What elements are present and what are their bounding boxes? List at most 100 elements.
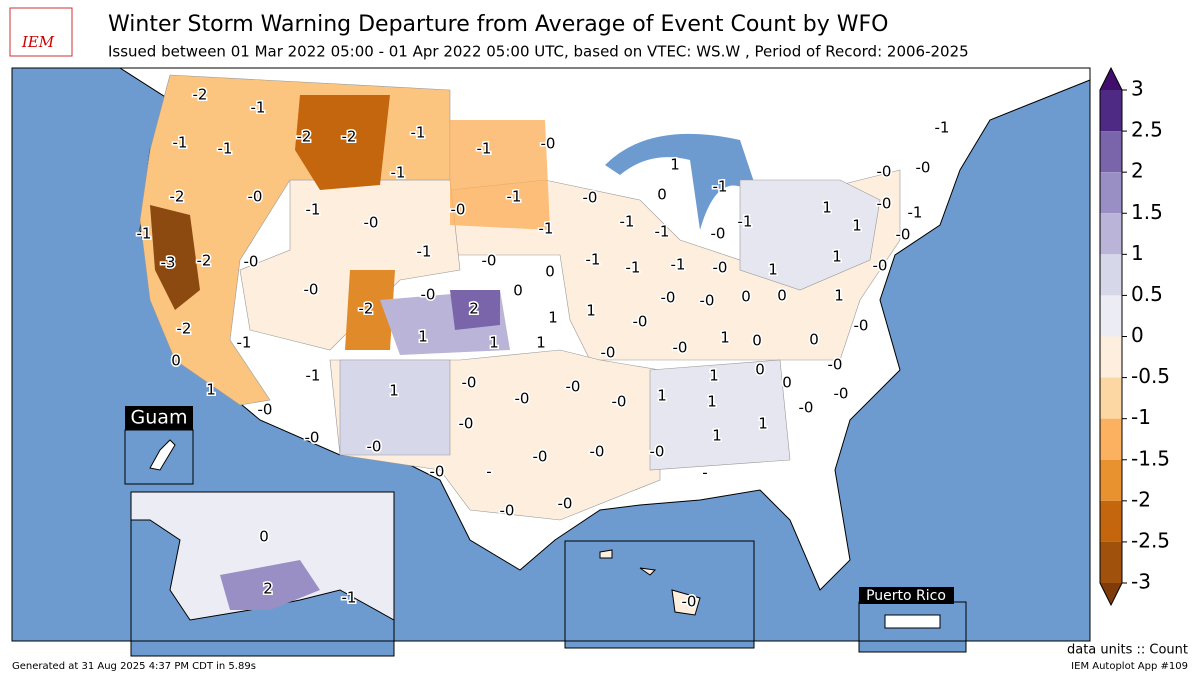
colorbar-tick-label: -1 [1131,405,1151,429]
wfo-value: -1 [306,367,321,385]
wfo-value: -0 [248,188,263,206]
wfo-value: -0 [462,374,477,392]
wfo-value: -1 [477,140,492,158]
units-note: data units :: Count [1067,643,1188,658]
generated-note: Generated at 31 Aug 2025 4:37 PM CDT in … [12,661,256,672]
wfo-value: -1 [626,259,641,277]
alaska-land [130,491,395,621]
wfo-value: -0 [430,463,445,481]
wfo-value: - [486,463,491,481]
wfo-value: -1 [251,99,266,117]
wfo-value: -0 [258,401,273,419]
wfo-value: 1 [822,199,832,217]
wfo-value: -1 [655,223,670,241]
wfo-value: 1 [206,381,216,399]
alaska-south [220,560,320,610]
colorbar-band [1100,172,1122,214]
wfo-value: -2 [359,300,374,318]
colorbar-tick-label: -3 [1131,570,1151,594]
hawaii-land [599,549,701,616]
wfo-value: -2 [193,86,208,104]
wfo-value: -0 [566,378,581,396]
wfo-value: 1 [758,415,768,433]
wfo-value: 0 [752,332,762,350]
wfo-value: 1 [852,217,862,235]
wfo-value: -0 [533,448,548,466]
guam-land [149,439,176,471]
colorbar-tick-label: 3 [1131,77,1144,101]
wfo-value: -0 [367,438,382,456]
wfo-value: -0 [421,286,436,304]
wfo-value: -1 [218,140,233,158]
wfo-value: 0 [657,186,667,204]
wfo-value: -0 [482,252,497,270]
colorbar-tick-label: 1.5 [1131,200,1163,224]
wfo-value: 1 [586,302,596,320]
pr-label-bg [859,587,954,604]
wfo-value: -0 [713,259,728,277]
wfo-value: -1 [391,164,406,182]
wfo-value: -0 [711,225,726,243]
wfo-value: -0 [612,393,627,411]
app-note: IEM Autoplot App #109 [1071,661,1188,672]
wfo-value: 0 [545,263,555,281]
wfo-value: -0 [459,415,474,433]
wfo-value: -0 [601,344,616,362]
guam-label: Guam [131,407,188,429]
wfo-value: 1 [418,328,428,346]
region-northeast [739,179,881,291]
wfo-value: -0 [583,189,598,207]
wfo-value: -1 [411,124,426,142]
colorbar-band [1100,500,1122,542]
colorbar-tick-label: 2.5 [1131,118,1163,142]
colorbar-band [1100,336,1122,378]
region-new-mexico [339,359,451,456]
wfo-value: -2 [170,188,185,206]
wfo-value: -0 [364,214,379,232]
wfo-value: 1 [834,287,844,305]
wfo-value: -2 [297,128,312,146]
colorbar-tick-label: 2 [1131,159,1144,183]
wfo-value: -1 [671,256,686,274]
wfo-value: -0 [673,339,688,357]
wfo-value: -1 [935,119,950,137]
wfo-value: -1 [306,201,321,219]
colorbar-over [1100,68,1122,90]
title: Winter Storm Warning Departure from Aver… [108,12,889,37]
wfo-value: -1 [237,334,252,352]
wfo-value: -1 [342,589,357,607]
wfo-value: -1 [539,220,554,238]
region-goodland [450,290,500,330]
wfo-value: 1 [768,261,778,279]
wfo-value: -0 [541,135,556,153]
region-southeast [649,359,791,471]
colorbar-tick-label: 1 [1131,241,1144,265]
colorbar-band [1100,254,1122,296]
wfo-value: -0 [451,201,466,219]
wfo-value: 1 [536,334,546,352]
wfo-value: -1 [738,213,753,231]
great-lakes [605,133,760,230]
colorbar-band [1100,541,1122,583]
wfo-value: -0 [515,390,530,408]
wfo-value: -0 [590,443,605,461]
colorbar-band [1100,131,1122,173]
wfo-value: -1 [713,178,728,196]
wfo-value: -1 [586,251,601,269]
wfo-value: -0 [854,317,869,335]
wfo-value: -0 [834,385,849,403]
wfo-value: -0 [877,195,892,213]
region-montana [295,95,390,190]
wfo-value: -0 [244,253,259,271]
colorbar-under [1100,583,1122,605]
wfo-value: -2 [197,252,212,270]
wfo-value: 1 [709,367,719,385]
wfo-value: -0 [305,429,320,447]
logo: IEM [21,33,55,51]
inset-hawaii [564,540,755,649]
wfo-value: 0 [513,282,523,300]
wfo-value: 0 [782,374,792,392]
wfo-value: - [702,464,707,482]
wfo-value: -1 [620,213,635,231]
